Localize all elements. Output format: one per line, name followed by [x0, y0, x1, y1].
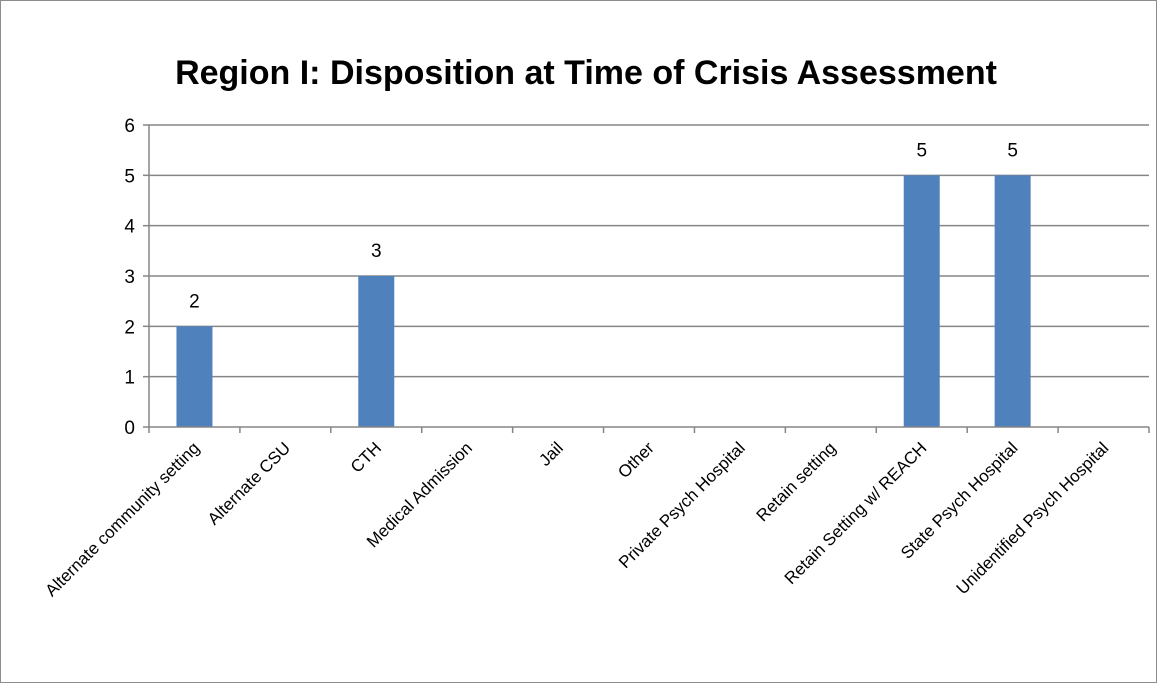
x-tick-label: Jail [535, 438, 566, 469]
y-tick-label: 3 [124, 267, 135, 288]
data-label: 5 [1007, 140, 1018, 161]
y-tick-label: 6 [124, 116, 135, 137]
data-label: 5 [916, 140, 927, 161]
y-tick-label: 4 [124, 217, 135, 238]
data-label: 2 [189, 291, 200, 312]
x-tick-label: Alternate community setting [42, 438, 204, 600]
bar [176, 326, 213, 427]
chart-title: Region I: Disposition at Time of Crisis … [175, 54, 997, 92]
x-tick-label: Retain setting [753, 438, 840, 525]
x-tick-label: CTH [347, 438, 385, 476]
bar [994, 175, 1031, 427]
y-tick-label: 1 [124, 368, 135, 389]
bars [176, 175, 1031, 427]
bar [903, 175, 940, 427]
y-tick-label: 0 [124, 418, 135, 439]
bar [358, 276, 395, 427]
axes [143, 124, 1150, 433]
y-tick-label: 2 [124, 317, 135, 338]
x-tick-label: Alternate CSU [204, 438, 294, 528]
data-label: 3 [371, 241, 382, 262]
x-tick-label: Other [614, 438, 658, 482]
y-tick-label: 5 [124, 166, 135, 187]
gridlines [149, 124, 1149, 378]
x-tick-label: Unidentified Psych Hospital [953, 438, 1113, 598]
